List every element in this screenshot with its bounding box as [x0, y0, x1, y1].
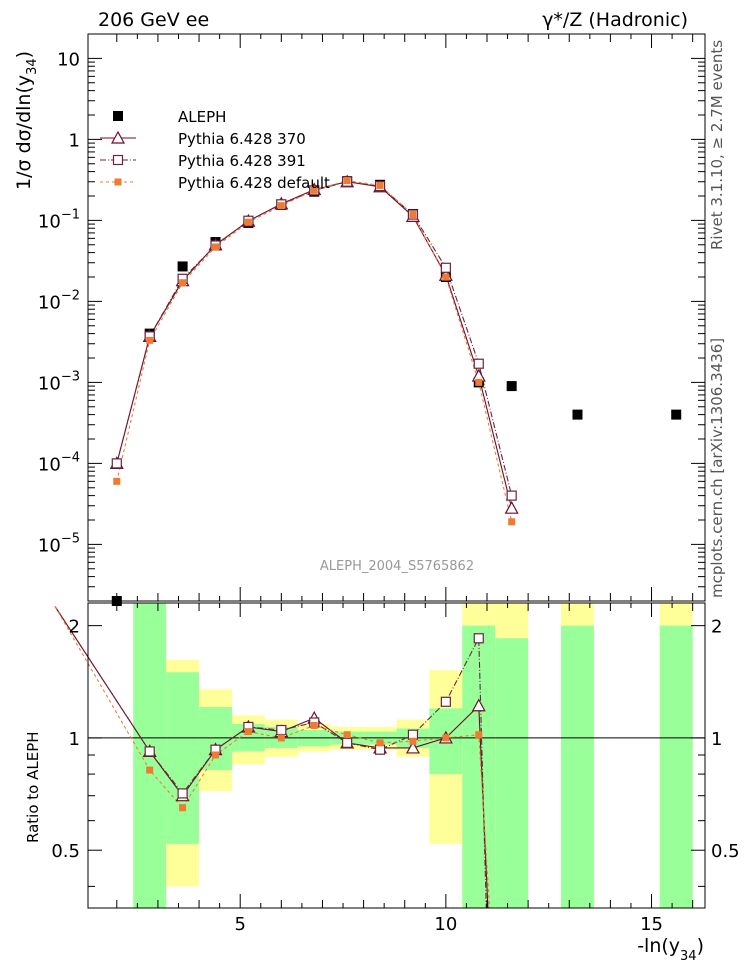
main-series-lines [116, 180, 513, 522]
main-point-pdef-2 [179, 279, 187, 287]
legend-label-p391: Pythia 6.428 391 [178, 152, 306, 170]
main-point-p391-10 [440, 262, 451, 273]
main-point-pdef-9 [409, 211, 417, 219]
header-process-label: γ*/Z (Hadronic) [542, 9, 688, 31]
main-point-p391-12 [506, 490, 517, 501]
analysis-id-label: ALEPH_2004_S5765862 [320, 559, 474, 574]
ratio-point-p391-1 [144, 746, 155, 757]
ratio-point-pdef-8 [376, 739, 384, 747]
band-inner-13 [659, 625, 693, 908]
main-line-p370 [116, 181, 513, 509]
band-inner-12 [561, 625, 594, 908]
main-y-tick-label-4: 10−1 [38, 207, 80, 232]
ratio-point-p370-9 [405, 740, 420, 754]
main-point-pdef-8 [376, 181, 384, 189]
main-point-pdef-11 [475, 378, 483, 386]
ratio-line-pdef [54, 606, 491, 908]
ratio-point-pdef-6 [310, 721, 318, 729]
ratio-series-markers [142, 633, 486, 812]
legend-label-data: ALEPH [178, 108, 226, 126]
legend-label-pdef: Pythia 6.428 default [178, 174, 330, 192]
ratio-y-tick-label-left-2: 2 [69, 617, 80, 638]
ratio-line-p370 [54, 606, 489, 908]
ratio-point-p391-11 [473, 633, 484, 644]
axes-frame [87, 33, 706, 909]
main-y-tick-label-0: 10−5 [38, 531, 80, 556]
main-point-pdef-0 [113, 477, 121, 485]
main-point-data-2 [177, 261, 188, 272]
main-point-p370-12 [504, 500, 519, 514]
main-y-axis-title: 1/σ dσ/dln(y34) [13, 51, 40, 190]
ratio-frame [87, 602, 706, 909]
band-inner-11 [495, 638, 529, 908]
ratio-point-p391-8 [374, 744, 386, 755]
legend-marker-pdef [114, 178, 122, 186]
ratio-x-axis-title: -ln(y34) [637, 935, 704, 964]
main-y-tick-label-2: 10−3 [38, 369, 80, 394]
ratio-y-tick-label-right-0.5: 0.5 [711, 841, 740, 862]
main-point-data-14 [671, 409, 682, 420]
main-point-pdef-3 [212, 243, 220, 251]
main-point-pdef-5 [277, 202, 285, 210]
main-frame [87, 33, 706, 602]
ratio-y-tick-label-left-1: 1 [69, 729, 80, 750]
ratio-point-pdef-9 [409, 737, 417, 745]
header-energy-label: 206 GeV ee [98, 9, 209, 31]
main-point-p391-0 [111, 458, 122, 469]
ratio-point-p391-10 [440, 696, 451, 707]
main-point-p391-11 [473, 358, 484, 369]
main-line-pdef [116, 180, 513, 522]
main-point-pdef-6 [310, 186, 318, 194]
main-point-pdef-7 [343, 177, 351, 185]
main-point-pdef-10 [442, 273, 450, 281]
ratio-point-pdef-11 [475, 731, 483, 739]
ratio-series-lines [54, 606, 491, 908]
main-y-tick-label-3: 10−2 [38, 288, 80, 313]
ratio-point-p391-7 [342, 737, 353, 748]
x-tick-label-10: 10 [434, 914, 457, 935]
legend-label-p370: Pythia 6.428 370 [178, 130, 306, 148]
x-tick-label-5: 5 [234, 914, 245, 935]
ratio-y-axis-title: Ratio to ALEPH [24, 731, 42, 843]
band-inner-2 [199, 707, 232, 771]
ratio-y-tick-label-left-0.5: 0.5 [51, 841, 80, 862]
band-inner-1 [166, 672, 200, 844]
ratio-bands [133, 603, 693, 908]
main-y-tick-label-5: 1 [69, 130, 80, 151]
legend: ALEPH Pythia 6.428 370 Pythia 6.428 391 Pyt… [100, 108, 330, 192]
ratio-point-p391-2 [177, 788, 188, 799]
ratio-point-pdef-5 [277, 734, 285, 742]
ratio-point-pdef-2 [179, 804, 187, 812]
ratio-point-pdef-4 [244, 728, 252, 736]
main-point-pdef-12 [508, 518, 516, 526]
legend-marker-p370 [110, 130, 126, 144]
ratio-point-pdef-1 [146, 766, 154, 774]
band-inner-10 [462, 625, 496, 908]
tick-labels: 5 10 15 10−5 10−4 10−3 10−2 10−1 1 10 0.5 0.5 1 1 2 2 [38, 49, 740, 935]
ratio-y-tick-label-right-1: 1 [711, 729, 722, 750]
ratio-point-p391-5 [276, 724, 287, 736]
legend-marker-data [113, 111, 123, 121]
ratio-point-p370-11 [471, 698, 486, 712]
x-tick-label-15: 15 [640, 914, 663, 935]
rivet-version-label: Rivet 3.1.10, ≥ 2.7M events [708, 40, 726, 250]
mcplots-credit-label: mcplots.cern.ch [arXiv:1306.3436] [708, 338, 726, 598]
main-point-pdef-4 [244, 218, 252, 226]
ratio-y-tick-label-right-2: 2 [711, 617, 722, 638]
ratio-line-p391 [54, 606, 487, 908]
legend-marker-p391 [112, 154, 124, 166]
main-series-markers [109, 174, 682, 606]
main-point-data-13 [572, 409, 583, 420]
main-point-pdef-1 [146, 336, 154, 344]
main-point-data-12 [506, 381, 517, 392]
ratio-point-pdef-3 [212, 751, 220, 759]
ratio-point-pdef-10 [442, 734, 450, 742]
main-y-tick-label-1: 10−4 [38, 450, 80, 475]
ratio-point-pdef-7 [343, 731, 351, 739]
main-y-tick-label-6: 10 [57, 49, 80, 70]
main-line-p391 [116, 181, 513, 496]
